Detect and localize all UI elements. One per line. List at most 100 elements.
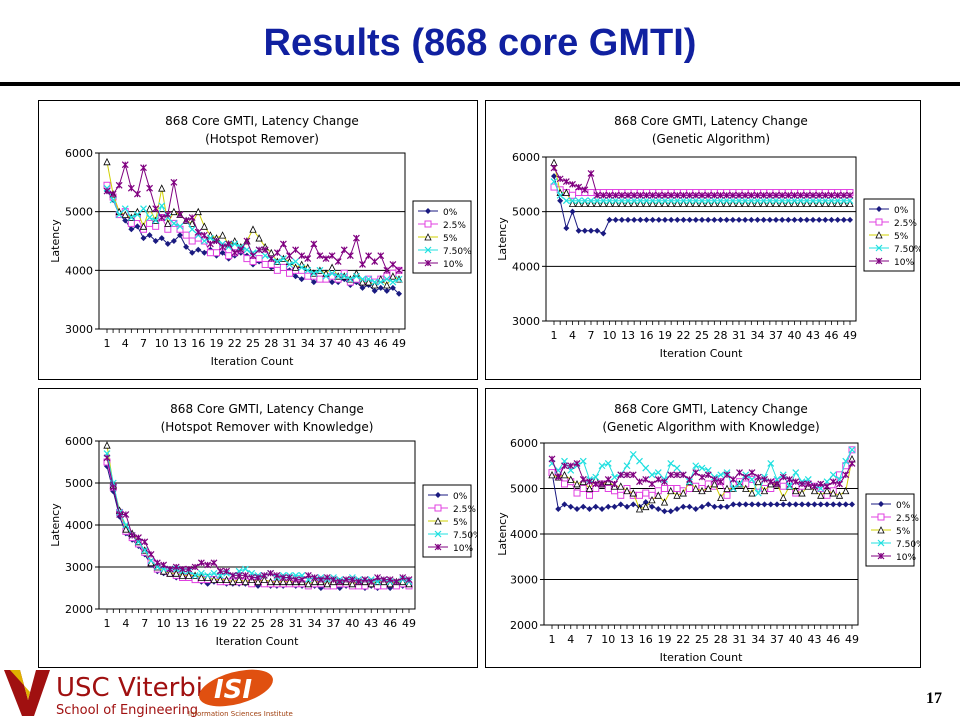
data-point bbox=[225, 252, 233, 260]
data-point bbox=[630, 191, 638, 199]
data-point bbox=[322, 272, 330, 280]
data-point bbox=[815, 199, 823, 207]
data-point bbox=[383, 281, 391, 289]
data-point bbox=[279, 577, 287, 586]
data-point bbox=[823, 486, 831, 495]
data-point bbox=[660, 498, 669, 506]
data-point bbox=[298, 276, 305, 283]
chart-title: 868 Core GMTI, Latency Change bbox=[170, 402, 364, 416]
data-point bbox=[581, 197, 589, 205]
data-point bbox=[103, 441, 111, 449]
data-point bbox=[183, 243, 190, 250]
data-point bbox=[817, 491, 825, 499]
y-axis-label: Latency bbox=[49, 503, 62, 547]
data-point bbox=[637, 216, 644, 223]
legend-label: 0% bbox=[894, 206, 909, 216]
data-point bbox=[396, 290, 402, 297]
chart-subtitle: (Hotspot Remover) bbox=[205, 132, 319, 146]
data-point bbox=[166, 565, 174, 573]
data-point bbox=[698, 464, 706, 472]
data-point bbox=[784, 197, 792, 205]
data-point bbox=[304, 579, 312, 588]
x-tick-label: 34 bbox=[301, 337, 315, 350]
chart-subtitle: (Hotspot Remover with Knowledge) bbox=[161, 420, 374, 434]
data-point bbox=[836, 480, 843, 488]
data-point bbox=[359, 261, 366, 268]
data-point bbox=[686, 475, 693, 483]
data-point bbox=[579, 457, 587, 465]
data-point bbox=[218, 231, 227, 239]
data-point bbox=[735, 199, 743, 207]
x-tick-label: 22 bbox=[232, 617, 246, 630]
data-point bbox=[835, 491, 844, 499]
data-point bbox=[599, 197, 607, 205]
data-point bbox=[606, 197, 613, 205]
data-point bbox=[182, 231, 190, 239]
data-point bbox=[741, 191, 749, 199]
data-point bbox=[604, 460, 612, 467]
data-point bbox=[766, 216, 773, 223]
data-point bbox=[698, 191, 706, 199]
data-point bbox=[561, 462, 568, 470]
data-point bbox=[164, 225, 172, 233]
x-tick-label: 40 bbox=[337, 337, 351, 350]
data-point bbox=[140, 205, 147, 213]
data-point bbox=[158, 202, 166, 210]
data-point bbox=[548, 455, 556, 463]
y-tick-label: 3000 bbox=[65, 561, 93, 574]
legend-label: 0% bbox=[896, 501, 911, 511]
chart-panel-hotspot-remover: 868 Core GMTI, Latency Change (Hotspot Re… bbox=[38, 100, 478, 380]
data-point bbox=[575, 189, 583, 197]
data-point bbox=[310, 577, 319, 586]
data-point bbox=[741, 199, 749, 207]
data-point bbox=[260, 571, 268, 579]
data-point bbox=[292, 246, 300, 254]
data-point bbox=[729, 199, 737, 207]
data-point bbox=[692, 469, 700, 476]
data-point bbox=[122, 525, 130, 533]
data-point bbox=[792, 501, 799, 508]
data-point bbox=[562, 188, 570, 196]
data-point bbox=[821, 197, 829, 205]
data-point bbox=[680, 191, 687, 199]
data-point bbox=[364, 278, 373, 286]
data-point bbox=[231, 240, 239, 248]
data-point bbox=[573, 460, 581, 467]
data-point bbox=[747, 199, 755, 207]
data-point bbox=[323, 574, 331, 581]
data-point bbox=[334, 258, 342, 265]
data-point bbox=[692, 216, 699, 223]
legend-label: 7.50% bbox=[894, 245, 920, 255]
chart-subtitle: (Genetic Algorithm with Knowledge) bbox=[602, 420, 819, 434]
data-point bbox=[121, 205, 129, 213]
data-point bbox=[667, 486, 675, 495]
data-point bbox=[649, 503, 655, 510]
data-point bbox=[780, 501, 787, 508]
data-point bbox=[842, 486, 850, 495]
data-point bbox=[170, 238, 177, 244]
data-point bbox=[766, 191, 774, 199]
x-tick-label: 10 bbox=[601, 633, 615, 646]
data-point bbox=[145, 204, 154, 213]
data-point bbox=[316, 266, 324, 274]
data-point bbox=[792, 478, 800, 486]
legend-marker bbox=[434, 543, 442, 551]
data-point bbox=[822, 216, 829, 223]
y-tick-label: 2000 bbox=[510, 619, 538, 632]
chart-genetic-algorithm-knowledge: 868 Core GMTI, Latency Change (Genetic Al… bbox=[496, 402, 920, 664]
data-point bbox=[316, 252, 324, 260]
data-point bbox=[359, 275, 366, 283]
data-point bbox=[273, 249, 281, 257]
data-point bbox=[612, 199, 620, 207]
data-point bbox=[292, 258, 300, 265]
data-point bbox=[623, 471, 631, 479]
x-tick-label: 31 bbox=[733, 633, 747, 646]
data-point bbox=[617, 491, 625, 499]
data-point bbox=[711, 475, 718, 483]
y-tick-label: 6000 bbox=[65, 147, 93, 160]
data-point bbox=[704, 471, 712, 479]
legend-label: 5% bbox=[453, 518, 468, 528]
data-point bbox=[754, 216, 761, 223]
data-point bbox=[389, 272, 397, 280]
x-axis-label: Iteration Count bbox=[211, 355, 295, 368]
